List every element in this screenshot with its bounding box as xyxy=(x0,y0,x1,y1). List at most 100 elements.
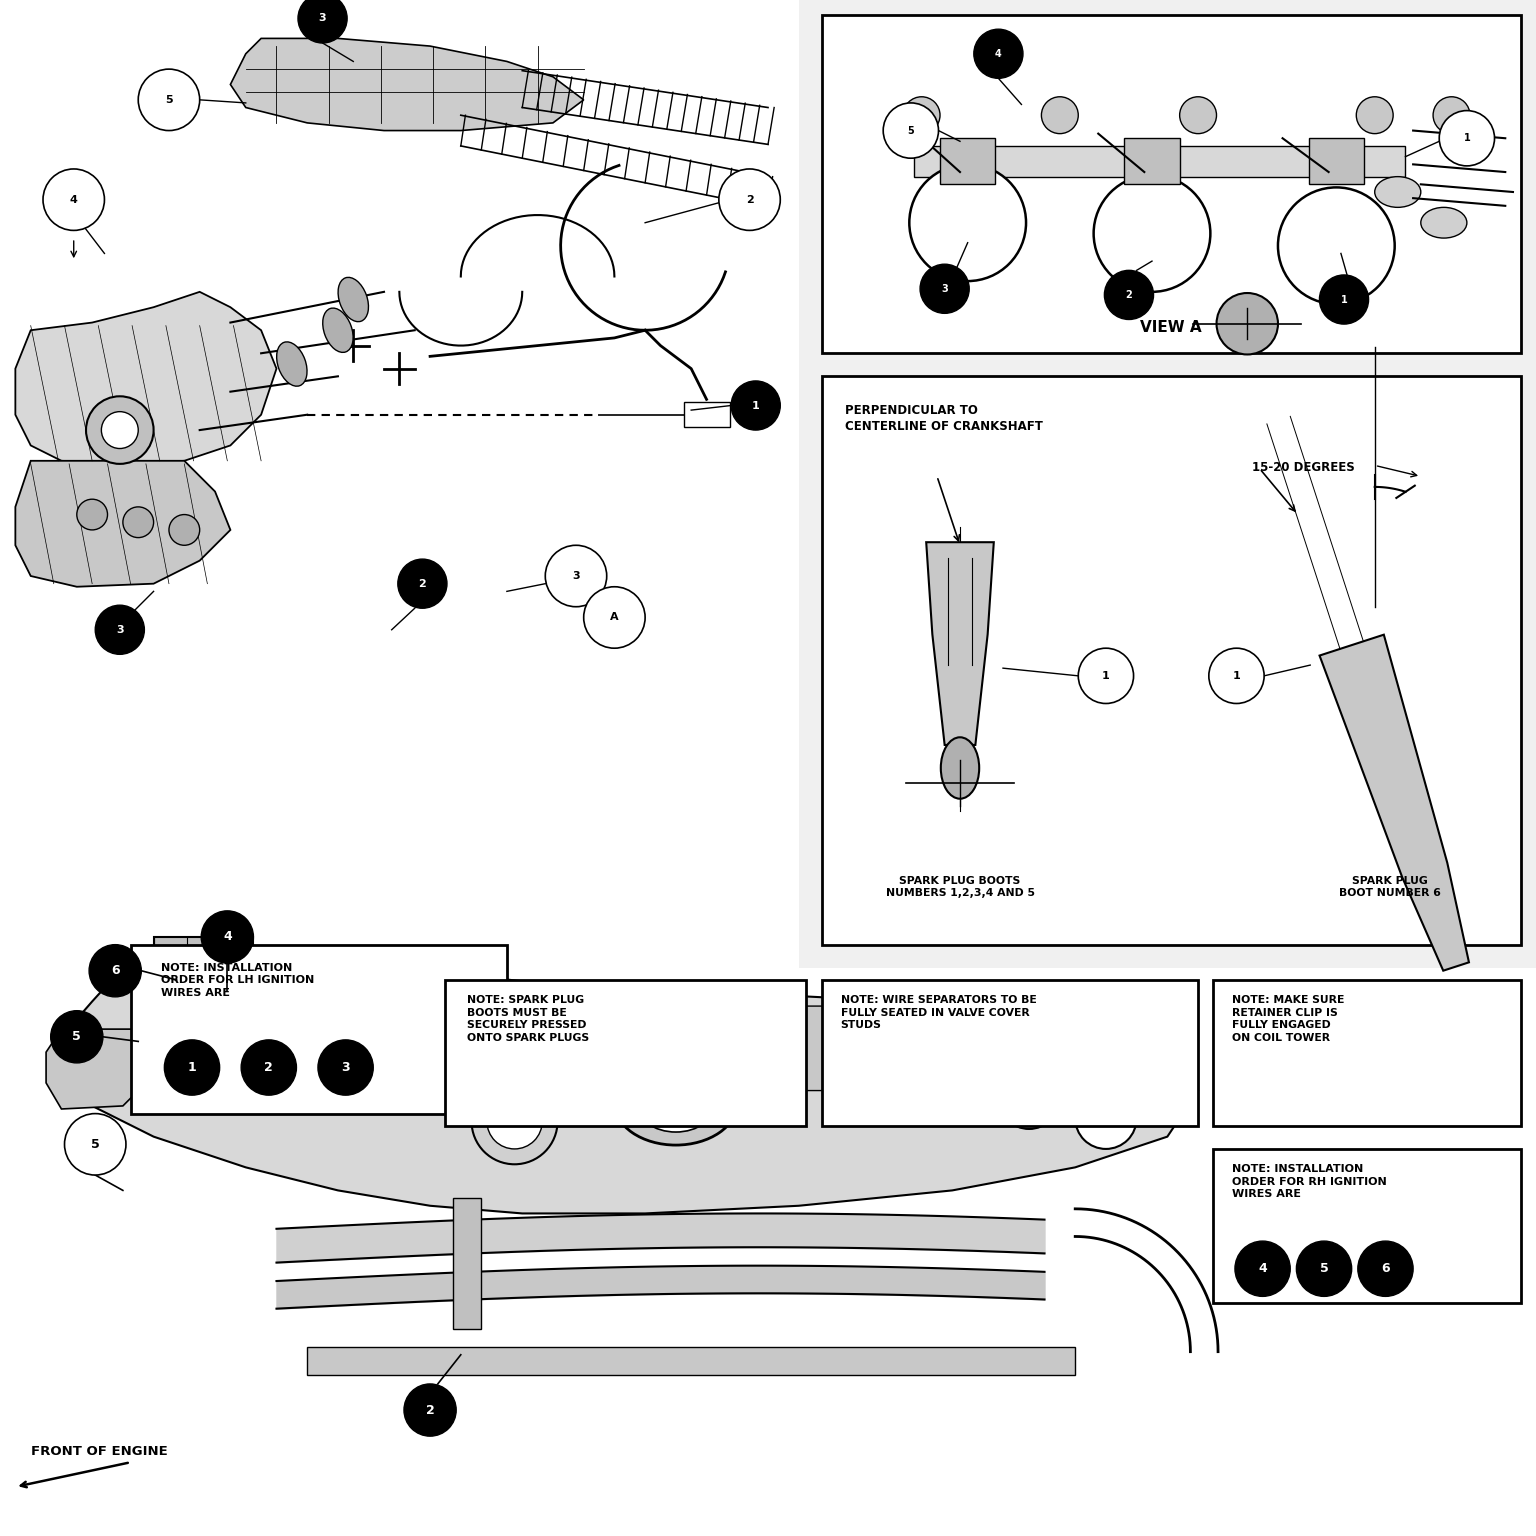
Polygon shape xyxy=(61,965,1198,1213)
Text: 2: 2 xyxy=(264,1061,273,1074)
Text: 6: 6 xyxy=(1381,1263,1390,1275)
Text: 1: 1 xyxy=(1101,671,1111,680)
Circle shape xyxy=(1296,1241,1352,1296)
Circle shape xyxy=(731,381,780,430)
Polygon shape xyxy=(1319,634,1468,971)
Circle shape xyxy=(65,1114,126,1175)
Polygon shape xyxy=(926,542,994,745)
Text: SPARK PLUG BOOTS
NUMBERS 1,2,3,4 AND 5: SPARK PLUG BOOTS NUMBERS 1,2,3,4 AND 5 xyxy=(885,876,1035,899)
Text: 4: 4 xyxy=(223,931,232,943)
Text: 5: 5 xyxy=(166,95,172,104)
Ellipse shape xyxy=(276,343,307,386)
Text: 2: 2 xyxy=(1126,290,1132,300)
FancyBboxPatch shape xyxy=(1124,138,1180,184)
FancyBboxPatch shape xyxy=(307,1347,1075,1375)
Circle shape xyxy=(1094,175,1210,292)
FancyBboxPatch shape xyxy=(1213,980,1521,1126)
FancyBboxPatch shape xyxy=(822,376,1521,945)
Text: 3: 3 xyxy=(319,14,326,23)
Circle shape xyxy=(1075,1087,1137,1149)
Polygon shape xyxy=(46,1029,154,1109)
Circle shape xyxy=(164,1040,220,1095)
Circle shape xyxy=(241,1040,296,1095)
Circle shape xyxy=(123,507,154,538)
FancyBboxPatch shape xyxy=(453,1198,481,1329)
Text: 1: 1 xyxy=(751,401,760,410)
Circle shape xyxy=(909,164,1026,281)
Text: 1: 1 xyxy=(1232,671,1241,680)
FancyBboxPatch shape xyxy=(0,0,799,968)
Circle shape xyxy=(1278,187,1395,304)
Circle shape xyxy=(487,1094,542,1149)
Ellipse shape xyxy=(1421,207,1467,238)
Text: 1: 1 xyxy=(1464,134,1470,143)
Circle shape xyxy=(903,97,940,134)
Circle shape xyxy=(169,515,200,545)
Ellipse shape xyxy=(614,1061,737,1146)
Text: 4: 4 xyxy=(995,49,1001,58)
Text: VIEW A: VIEW A xyxy=(1140,319,1203,335)
Circle shape xyxy=(1078,648,1134,703)
Polygon shape xyxy=(15,461,230,587)
Text: 4: 4 xyxy=(69,195,78,204)
Circle shape xyxy=(1180,97,1217,134)
FancyBboxPatch shape xyxy=(791,1006,991,1091)
Text: NOTE: MAKE SURE
RETAINER CLIP IS
FULLY ENGAGED
ON COIL TOWER: NOTE: MAKE SURE RETAINER CLIP IS FULLY E… xyxy=(1232,995,1344,1043)
Ellipse shape xyxy=(338,278,369,321)
Circle shape xyxy=(584,587,645,648)
Circle shape xyxy=(883,103,938,158)
Circle shape xyxy=(1209,648,1264,703)
Text: 4: 4 xyxy=(1258,1263,1267,1275)
FancyBboxPatch shape xyxy=(445,980,806,1126)
Text: 3: 3 xyxy=(117,625,123,634)
Circle shape xyxy=(89,945,141,997)
Text: 6: 6 xyxy=(111,965,120,977)
Text: 2: 2 xyxy=(418,579,427,588)
Circle shape xyxy=(1439,111,1495,166)
FancyBboxPatch shape xyxy=(1213,1149,1521,1303)
Text: SPARK PLUG
BOOT NUMBER 6: SPARK PLUG BOOT NUMBER 6 xyxy=(1339,876,1441,899)
Circle shape xyxy=(1235,1241,1290,1296)
Ellipse shape xyxy=(940,737,980,799)
FancyBboxPatch shape xyxy=(1309,138,1364,184)
Circle shape xyxy=(920,264,969,313)
Polygon shape xyxy=(230,38,584,131)
Circle shape xyxy=(101,412,138,449)
Circle shape xyxy=(138,69,200,131)
Circle shape xyxy=(922,1052,983,1114)
Text: 1: 1 xyxy=(187,1061,197,1074)
FancyBboxPatch shape xyxy=(945,1029,1114,1106)
Circle shape xyxy=(719,169,780,230)
Circle shape xyxy=(404,1384,456,1436)
Circle shape xyxy=(43,169,104,230)
FancyBboxPatch shape xyxy=(684,402,730,427)
Text: 3: 3 xyxy=(341,1061,350,1074)
Polygon shape xyxy=(15,292,276,464)
Text: FRONT OF ENGINE: FRONT OF ENGINE xyxy=(31,1445,167,1458)
Text: PERPENDICULAR TO
CENTERLINE OF CRANKSHAFT: PERPENDICULAR TO CENTERLINE OF CRANKSHAF… xyxy=(845,404,1043,433)
Circle shape xyxy=(974,29,1023,78)
Text: 2: 2 xyxy=(425,1404,435,1416)
Text: NOTE: INSTALLATION
ORDER FOR LH IGNITION
WIRES ARE: NOTE: INSTALLATION ORDER FOR LH IGNITION… xyxy=(161,963,313,998)
Ellipse shape xyxy=(323,309,353,352)
Circle shape xyxy=(95,605,144,654)
Text: NOTE: SPARK PLUG
BOOTS MUST BE
SECURELY PRESSED
ONTO SPARK PLUGS: NOTE: SPARK PLUG BOOTS MUST BE SECURELY … xyxy=(467,995,590,1043)
Circle shape xyxy=(298,0,347,43)
Text: 5: 5 xyxy=(91,1138,100,1150)
Circle shape xyxy=(86,396,154,464)
FancyBboxPatch shape xyxy=(822,15,1521,353)
Circle shape xyxy=(1041,97,1078,134)
Circle shape xyxy=(472,1078,558,1164)
Text: 5: 5 xyxy=(1319,1263,1329,1275)
Text: 2: 2 xyxy=(745,195,754,204)
Circle shape xyxy=(1104,270,1154,319)
Text: 3: 3 xyxy=(942,284,948,293)
FancyBboxPatch shape xyxy=(822,980,1198,1126)
FancyBboxPatch shape xyxy=(154,937,253,1029)
Text: 15-20 DEGREES: 15-20 DEGREES xyxy=(1252,461,1355,473)
FancyBboxPatch shape xyxy=(914,146,1405,177)
Ellipse shape xyxy=(636,1074,716,1132)
FancyBboxPatch shape xyxy=(940,138,995,184)
Circle shape xyxy=(51,1011,103,1063)
Circle shape xyxy=(545,545,607,607)
